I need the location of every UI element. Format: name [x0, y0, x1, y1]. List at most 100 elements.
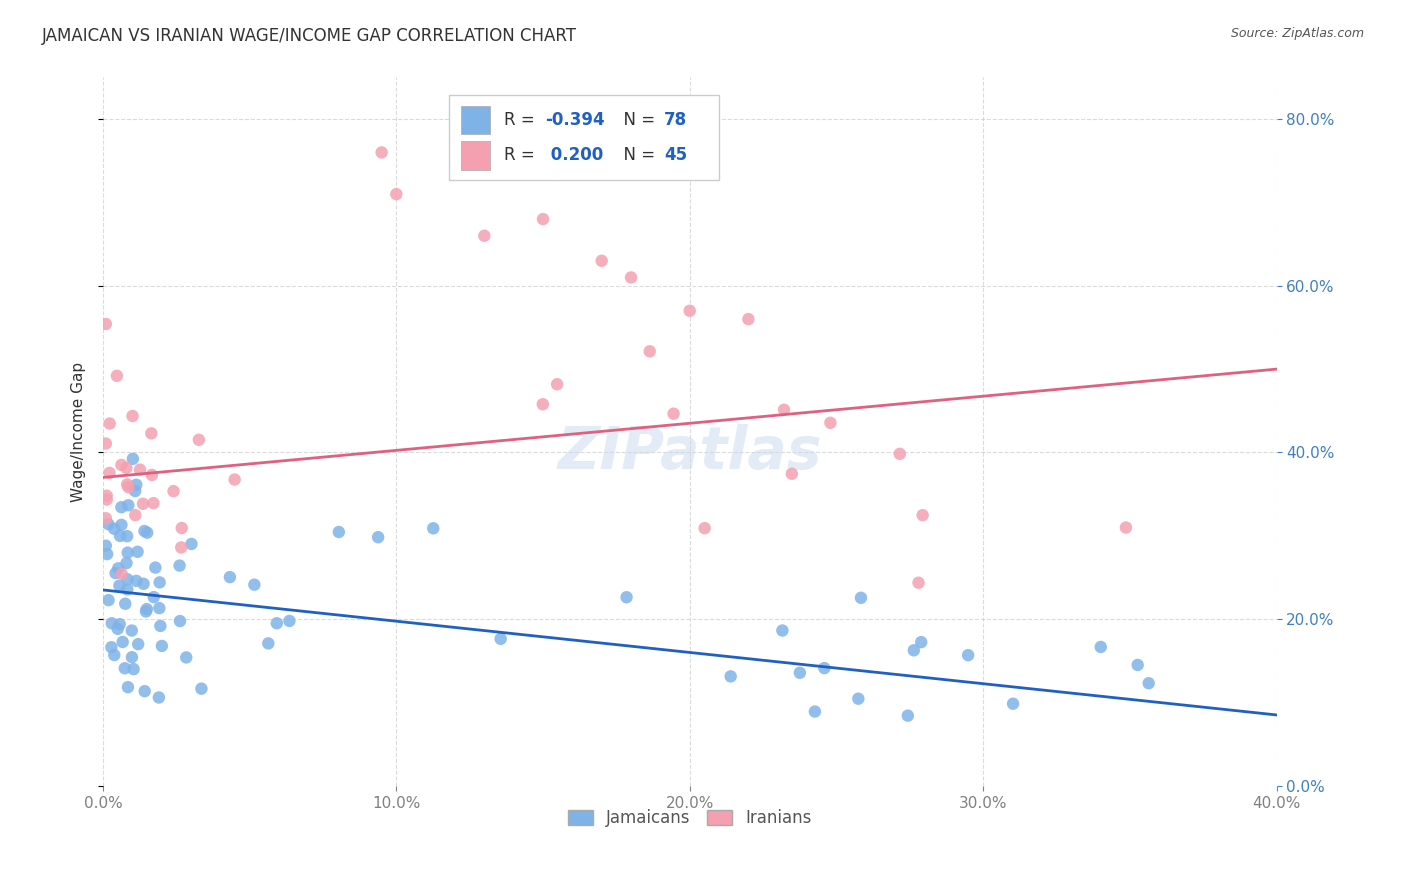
- FancyBboxPatch shape: [449, 95, 718, 180]
- Iranians: [117, 480, 139, 494]
- Jamaicans: [789, 665, 811, 680]
- Jamaicans: [127, 637, 149, 651]
- Jamaicans: [148, 601, 170, 615]
- Text: JAMAICAN VS IRANIAN WAGE/INCOME GAP CORRELATION CHART: JAMAICAN VS IRANIAN WAGE/INCOME GAP CORR…: [42, 27, 578, 45]
- Text: N =: N =: [613, 146, 661, 164]
- Jamaicans: [169, 558, 191, 573]
- Iranians: [124, 508, 146, 522]
- Iranians: [96, 489, 118, 503]
- Jamaicans: [957, 648, 980, 662]
- Jamaicans: [135, 602, 157, 616]
- Jamaicans: [1090, 640, 1112, 654]
- Jamaicans: [117, 582, 139, 597]
- Jamaicans: [103, 522, 125, 536]
- Jamaicans: [1126, 657, 1149, 672]
- Jamaicans: [903, 643, 925, 657]
- Jamaicans: [145, 560, 167, 574]
- Jamaicans: [135, 604, 157, 618]
- Jamaicans: [422, 521, 444, 535]
- Text: N =: N =: [613, 111, 661, 129]
- Iranians: [105, 368, 128, 383]
- Iranians: [98, 417, 121, 431]
- Jamaicans: [897, 708, 920, 723]
- Text: ZIPatlas: ZIPatlas: [557, 425, 823, 482]
- Iranians: [141, 426, 163, 441]
- Jamaicans: [100, 616, 122, 631]
- Jamaicans: [121, 451, 143, 466]
- Iranians: [94, 436, 117, 450]
- Jamaicans: [616, 591, 638, 605]
- Iranians: [121, 409, 143, 423]
- Jamaicans: [124, 483, 146, 498]
- Jamaicans: [328, 524, 350, 539]
- FancyBboxPatch shape: [461, 106, 491, 134]
- Text: R =: R =: [505, 146, 540, 164]
- Iranians: [820, 416, 842, 430]
- Jamaicans: [117, 680, 139, 694]
- Jamaicans: [219, 570, 242, 584]
- Jamaicans: [110, 500, 132, 515]
- Iranians: [531, 212, 554, 227]
- Iranians: [737, 312, 759, 326]
- Jamaicans: [804, 705, 827, 719]
- Iranians: [98, 466, 121, 480]
- Jamaicans: [114, 661, 136, 675]
- Iranians: [162, 484, 184, 499]
- Jamaicans: [367, 530, 389, 544]
- Iranians: [1115, 520, 1137, 534]
- Iranians: [94, 511, 117, 525]
- Iranians: [385, 187, 408, 202]
- Jamaicans: [910, 635, 932, 649]
- Iranians: [111, 566, 134, 581]
- Iranians: [170, 521, 193, 535]
- Text: 0.200: 0.200: [546, 146, 603, 164]
- Iranians: [142, 496, 165, 510]
- Jamaicans: [114, 597, 136, 611]
- Jamaicans: [94, 539, 117, 553]
- FancyBboxPatch shape: [461, 141, 491, 169]
- Jamaicans: [104, 566, 127, 580]
- Jamaicans: [125, 477, 148, 491]
- Iranians: [693, 521, 716, 535]
- Jamaicans: [190, 681, 212, 696]
- Jamaicans: [278, 614, 301, 628]
- Text: 78: 78: [664, 111, 688, 129]
- Jamaicans: [149, 575, 172, 590]
- Iranians: [907, 575, 929, 590]
- Jamaicans: [96, 547, 118, 561]
- Jamaicans: [813, 661, 835, 675]
- Jamaicans: [150, 639, 173, 653]
- Iranians: [170, 541, 193, 555]
- Iranians: [132, 497, 155, 511]
- Jamaicans: [117, 572, 139, 586]
- Jamaicans: [174, 650, 197, 665]
- Jamaicans: [121, 624, 143, 638]
- Text: R =: R =: [505, 111, 540, 129]
- Jamaicans: [110, 517, 132, 532]
- Iranians: [662, 407, 685, 421]
- Iranians: [889, 447, 911, 461]
- Jamaicans: [121, 650, 143, 665]
- Iranians: [129, 463, 152, 477]
- Jamaicans: [132, 576, 155, 591]
- Jamaicans: [111, 635, 134, 649]
- Jamaicans: [142, 590, 165, 604]
- Iranians: [370, 145, 392, 160]
- Jamaicans: [115, 529, 138, 543]
- Iranians: [472, 228, 495, 243]
- Iranians: [679, 303, 702, 318]
- Jamaicans: [770, 624, 793, 638]
- Text: 45: 45: [664, 146, 688, 164]
- Jamaicans: [108, 529, 131, 543]
- Jamaicans: [127, 545, 149, 559]
- Iranians: [115, 461, 138, 475]
- Jamaicans: [148, 690, 170, 705]
- Jamaicans: [257, 636, 280, 650]
- Iranians: [638, 344, 661, 359]
- Text: Source: ZipAtlas.com: Source: ZipAtlas.com: [1230, 27, 1364, 40]
- Iranians: [187, 433, 209, 447]
- Iranians: [96, 492, 118, 507]
- Jamaicans: [243, 577, 266, 591]
- Jamaicans: [107, 622, 129, 636]
- Iranians: [94, 317, 117, 331]
